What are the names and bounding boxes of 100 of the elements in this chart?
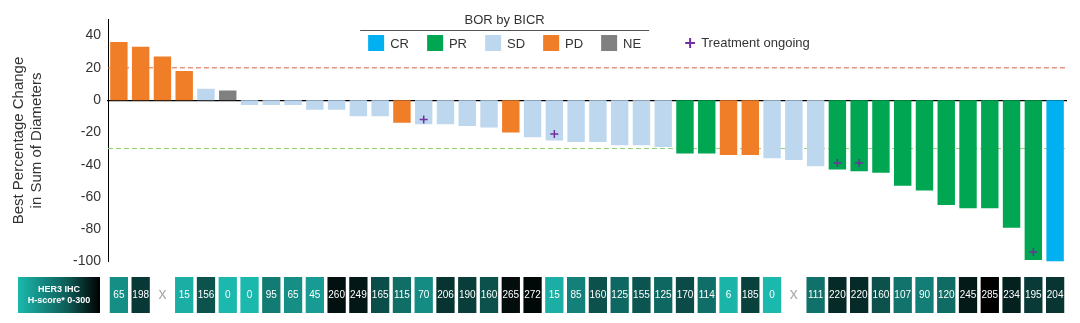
data-label: 125 xyxy=(654,288,672,300)
data-label: 90 xyxy=(918,288,931,300)
data-label: 95 xyxy=(265,288,278,300)
data-label: 115 xyxy=(393,288,411,300)
data-label: 15 xyxy=(548,288,561,300)
bar xyxy=(327,100,346,110)
bar xyxy=(436,100,455,125)
bar xyxy=(894,100,912,186)
data-label: 65 xyxy=(113,288,125,300)
bar xyxy=(741,100,760,156)
data-label: 15 xyxy=(178,288,191,300)
bar xyxy=(719,100,738,156)
data-label: 0 xyxy=(224,288,231,300)
data-label: 185 xyxy=(741,288,760,300)
data-label: 107 xyxy=(894,288,912,300)
data-label: 220 xyxy=(850,288,868,300)
legend-label: PD xyxy=(565,35,584,51)
bar xyxy=(959,100,977,209)
point xyxy=(549,129,560,139)
bar xyxy=(676,100,694,154)
bar xyxy=(937,100,955,206)
data-label: 165 xyxy=(371,288,389,300)
bar xyxy=(785,100,803,160)
bar xyxy=(415,100,433,125)
data-label: 155 xyxy=(633,288,651,300)
data-label: 160 xyxy=(589,288,607,300)
point xyxy=(1028,247,1039,257)
legend-label: NE xyxy=(623,35,642,51)
data-label: 272 xyxy=(524,288,542,300)
data-label: 85 xyxy=(570,288,583,300)
bar xyxy=(632,100,651,146)
y-tick-label: -80 xyxy=(80,220,102,237)
bar xyxy=(131,46,150,101)
bar xyxy=(545,100,564,141)
data-label: 120 xyxy=(937,288,956,300)
data-label: 260 xyxy=(328,288,346,300)
data-label: 249 xyxy=(350,288,368,300)
y-tick-label: 0 xyxy=(93,90,102,107)
data-label: 160 xyxy=(872,288,890,300)
bar xyxy=(502,100,520,133)
bar xyxy=(219,90,237,101)
y-tick-label: -40 xyxy=(80,155,102,172)
data-label: 170 xyxy=(676,288,694,300)
y-tick-label: -100 xyxy=(72,252,102,269)
bar xyxy=(1024,100,1043,260)
bar xyxy=(284,100,302,105)
bar xyxy=(262,100,281,105)
bar xyxy=(850,100,868,172)
data-label: 190 xyxy=(458,288,477,300)
bar xyxy=(240,100,259,105)
data-label: 125 xyxy=(611,288,629,300)
data-label: 265 xyxy=(502,288,520,300)
data-label: 245 xyxy=(959,288,977,300)
data-label: 70 xyxy=(418,288,430,300)
data-label: 234 xyxy=(1003,288,1021,300)
y-tick-label: 20 xyxy=(85,58,102,75)
bar xyxy=(393,100,411,123)
bar xyxy=(175,71,193,101)
point xyxy=(832,158,843,168)
data-label: 6 xyxy=(725,288,732,300)
data-label: 45 xyxy=(309,288,321,300)
bar xyxy=(371,100,389,117)
bar xyxy=(306,100,324,110)
data-label: 204 xyxy=(1046,288,1064,300)
legend-label: Treatment ongoing xyxy=(701,35,810,50)
legend-label: PR xyxy=(448,35,467,51)
y-axis-title: Best Percentage Change in Sum of Diameters xyxy=(9,56,45,225)
bar xyxy=(828,100,847,170)
bar xyxy=(567,100,585,143)
point xyxy=(854,158,864,168)
bar xyxy=(458,100,476,126)
legend-title: BOR by BICR xyxy=(360,12,650,31)
data-label: 0 xyxy=(769,288,776,300)
bar xyxy=(698,100,716,154)
bar xyxy=(480,100,498,128)
y-tick-label: 40 xyxy=(85,26,102,43)
bar xyxy=(153,56,172,101)
data-label: 198 xyxy=(132,288,150,300)
data-label: 160 xyxy=(480,288,498,300)
y-tick-label: -20 xyxy=(80,123,102,140)
data-label: 114 xyxy=(698,288,716,300)
bar xyxy=(197,88,215,101)
bar xyxy=(589,100,607,143)
bar xyxy=(981,100,999,209)
y-tick-label: HER3 IHC H-score* 0-300 xyxy=(27,283,91,305)
data-label: 111 xyxy=(808,288,824,300)
bar xyxy=(763,100,781,159)
bar xyxy=(915,100,934,191)
bar xyxy=(872,100,890,173)
text: x xyxy=(158,285,167,303)
bar xyxy=(1002,100,1021,228)
bar xyxy=(523,100,542,138)
data-label: 65 xyxy=(287,288,300,300)
y-tick-label: -60 xyxy=(80,187,102,204)
data-label: 285 xyxy=(981,288,999,300)
legend-label: CR xyxy=(390,35,409,51)
bar xyxy=(610,100,629,146)
data-label: 195 xyxy=(1025,288,1043,300)
data-label: 0 xyxy=(246,288,253,300)
bar xyxy=(110,42,128,101)
